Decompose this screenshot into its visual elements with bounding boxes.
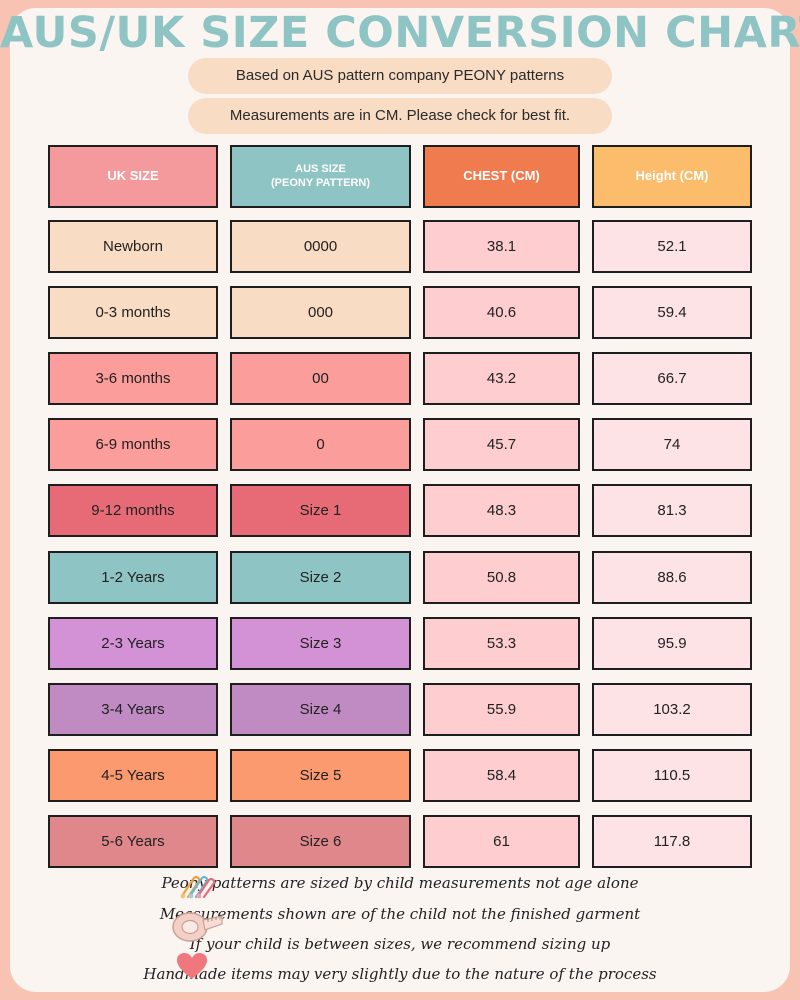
aus-size-cell: Size 5 [230, 749, 411, 802]
header-uk-size: UK SIZE [48, 145, 218, 208]
note-sizing: Peony patterns are sized by child measur… [161, 874, 639, 892]
heart-icon [177, 953, 207, 979]
chest-cell: 53.3 [423, 617, 580, 670]
uk-size-cell: 1-2 Years [48, 551, 218, 604]
note-measurements: Measurements shown are of the child not … [159, 905, 641, 923]
aus-size-cell: 000 [230, 286, 411, 339]
height-cell: 59.4 [592, 286, 752, 339]
chest-cell: 55.9 [423, 683, 580, 736]
safety-pins-icon [180, 876, 216, 899]
height-cell: 74 [592, 418, 752, 471]
chest-cell: 61 [423, 815, 580, 868]
aus-size-cell: Size 2 [230, 551, 411, 604]
uk-size-cell: 6-9 months [48, 418, 218, 471]
uk-size-cell: 2-3 Years [48, 617, 218, 670]
aus-size-cell: Size 4 [230, 683, 411, 736]
chest-cell: 50.8 [423, 551, 580, 604]
uk-size-cell: 3-4 Years [48, 683, 218, 736]
uk-size-cell: Newborn [48, 220, 218, 273]
aus-size-cell: 00 [230, 352, 411, 405]
subtitle-source: Based on AUS pattern company PEONY patte… [188, 58, 612, 94]
note-handmade: Handmade items may very slightly due to … [143, 965, 657, 983]
height-cell: 95.9 [592, 617, 752, 670]
aus-size-cell: Size 6 [230, 815, 411, 868]
height-cell: 117.8 [592, 815, 752, 868]
height-cell: 81.3 [592, 484, 752, 537]
uk-size-cell: 3-6 months [48, 352, 218, 405]
height-cell: 88.6 [592, 551, 752, 604]
tape-measure-icon [172, 912, 223, 942]
chest-cell: 45.7 [423, 418, 580, 471]
height-cell: 52.1 [592, 220, 752, 273]
aus-size-cell: 0000 [230, 220, 411, 273]
subtitle-measurements: Measurements are in CM. Please check for… [188, 98, 612, 134]
chest-cell: 58.4 [423, 749, 580, 802]
note-between-sizes: If your child is between sizes, we recom… [189, 935, 611, 953]
uk-size-cell: 0-3 months [48, 286, 218, 339]
height-cell: 66.7 [592, 352, 752, 405]
header-height: Height (CM) [592, 145, 752, 208]
chest-cell: 40.6 [423, 286, 580, 339]
chart-title: AUS/UK SIZE CONVERSION CHART [0, 8, 800, 58]
aus-size-cell: Size 1 [230, 484, 411, 537]
uk-size-cell: 4-5 Years [48, 749, 218, 802]
uk-size-cell: 5-6 Years [48, 815, 218, 868]
height-cell: 103.2 [592, 683, 752, 736]
chest-cell: 48.3 [423, 484, 580, 537]
header-chest: CHEST (CM) [423, 145, 580, 208]
height-cell: 110.5 [592, 749, 752, 802]
chest-cell: 38.1 [423, 220, 580, 273]
header-aus-size: AUS SIZE (PEONY PATTERN) [230, 145, 411, 208]
aus-size-cell: 0 [230, 418, 411, 471]
chest-cell: 43.2 [423, 352, 580, 405]
aus-size-cell: Size 3 [230, 617, 411, 670]
uk-size-cell: 9-12 months [48, 484, 218, 537]
